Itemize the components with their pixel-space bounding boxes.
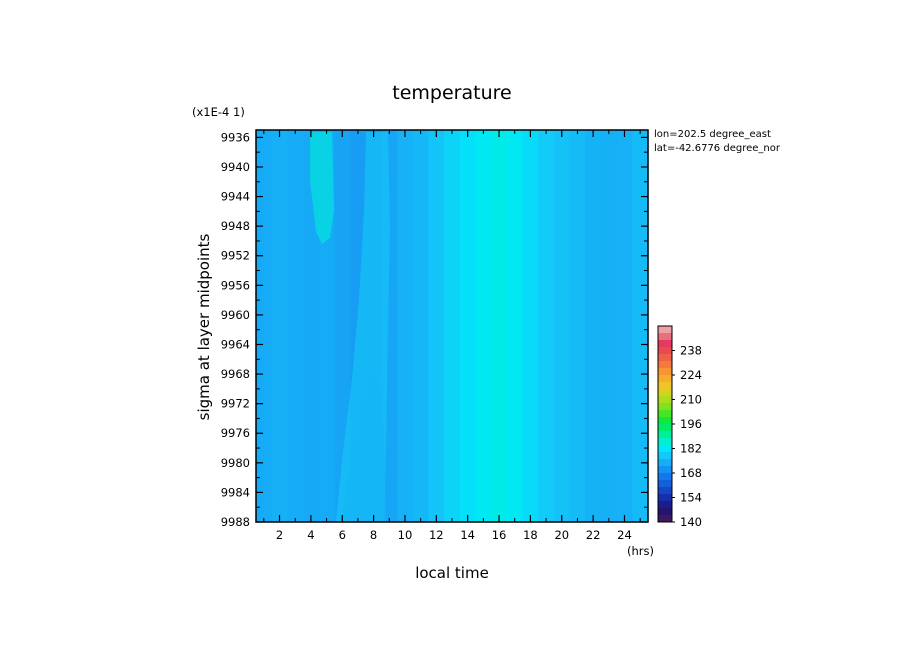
x-tick-label: 2 — [276, 528, 283, 542]
heatmap-column — [491, 130, 508, 522]
y-axis-label: sigma at layer midpoints — [195, 233, 213, 420]
heatmap-column — [632, 130, 649, 522]
colorbar-swatch — [658, 473, 672, 480]
x-tick-label: 10 — [398, 528, 413, 542]
y-tick-label: 9976 — [221, 426, 250, 440]
x-tick-label: 12 — [429, 528, 444, 542]
y-tick-label: 9964 — [221, 337, 250, 351]
y-tick-label: 9988 — [221, 515, 250, 529]
colorbar-swatch — [658, 445, 672, 452]
x-tick-label: 4 — [307, 528, 314, 542]
colorbar-tick-label: 140 — [680, 515, 702, 529]
colorbar: 140 154 168 182 196 210 224 238 — [657, 325, 702, 529]
colorbar-swatch — [658, 487, 672, 494]
contour-features — [310, 132, 390, 521]
y-tick-label: 9972 — [221, 397, 250, 411]
heatmap-column — [412, 130, 430, 522]
cold-lobe-region — [342, 367, 386, 521]
y-axis-ticks: 9936 9940 9944 9948 9952 9956 9960 9964 9968 9972… — [221, 130, 648, 529]
y-tick-label: 9944 — [221, 190, 250, 204]
heatmap-column — [616, 130, 633, 522]
y-tick-label: 9968 — [221, 367, 250, 381]
colorbar-swatch — [658, 326, 672, 333]
x-axis-ticks: 2 4 6 8 10 12 14 16 18 20 22 24 — [263, 130, 641, 542]
x-tick-label: 6 — [339, 528, 346, 542]
x-tick-label: 22 — [586, 528, 601, 542]
y-tick-label: 9956 — [221, 278, 250, 292]
latitude-annotation: lat=-42.6776 degree_north — [654, 143, 780, 154]
colorbar-tick-label: 238 — [680, 344, 702, 358]
colorbar-swatch — [658, 501, 672, 508]
colorbar-swatch — [658, 494, 672, 501]
location-annotation: lon=202.5 degree_east lat=-42.6776 degre… — [654, 128, 780, 158]
heatmap-column — [459, 130, 477, 522]
x-tick-label: 16 — [492, 528, 507, 542]
colorbar-swatch — [658, 466, 672, 473]
colorbar-swatch — [658, 389, 672, 396]
longitude-annotation: lon=202.5 degree_east — [654, 129, 771, 140]
colorbar-swatch — [658, 396, 672, 403]
x-tick-label: 8 — [370, 528, 377, 542]
colorbar-swatch — [658, 333, 672, 340]
colorbar-swatch — [658, 508, 672, 515]
heatmap-column — [303, 130, 320, 522]
y-tick-label: 9940 — [221, 160, 250, 174]
warm-pocket-region — [310, 132, 334, 244]
x-tick-label: 20 — [554, 528, 569, 542]
heatmap-column — [553, 130, 571, 522]
heatmap-column — [538, 130, 555, 522]
y-scale-note: (x1E-4 1) — [192, 105, 245, 119]
colorbar-tick-label: 196 — [680, 417, 702, 431]
colorbar-swatch — [658, 403, 672, 410]
colorbar-swatch — [658, 438, 672, 445]
x-tick-label: 24 — [617, 528, 632, 542]
colorbar-swatch — [658, 354, 672, 361]
heatmap-column — [287, 130, 304, 522]
heatmap-column — [506, 130, 524, 522]
y-tick-label: 9980 — [221, 456, 250, 470]
heatmap-column — [271, 130, 288, 522]
colorbar-swatch — [658, 459, 672, 466]
chart-title: temperature — [392, 82, 511, 104]
y-tick-label: 9936 — [221, 130, 250, 144]
colorbar-swatch — [658, 480, 672, 487]
colorbar-swatch — [658, 375, 672, 382]
x-tick-label: 14 — [460, 528, 475, 542]
x-axis-label: local time — [415, 564, 489, 582]
colorbar-tick-label: 154 — [680, 491, 702, 505]
colorbar-swatch — [658, 340, 672, 347]
heatmap-column — [444, 130, 461, 522]
colorbar-swatch — [658, 515, 672, 522]
colorbar-tick-label: 182 — [680, 442, 702, 456]
colorbar-tick-label: 168 — [680, 466, 702, 480]
y-tick-label: 9960 — [221, 308, 250, 322]
colorbar-swatch — [658, 410, 672, 417]
colorbar-swatch — [658, 417, 672, 424]
x-unit-label: (hrs) — [627, 544, 654, 558]
colorbar-tick-label: 224 — [680, 368, 702, 382]
colorbar-swatch — [658, 431, 672, 438]
y-tick-label: 9984 — [221, 485, 250, 499]
heatmap-column — [600, 130, 618, 522]
x-tick-label: 18 — [523, 528, 538, 542]
colorbar-swatch — [658, 361, 672, 368]
heatmap-column — [397, 130, 414, 522]
colorbar-swatch — [658, 382, 672, 389]
colorbar-tick-label: 210 — [680, 393, 702, 407]
y-tick-label: 9948 — [221, 219, 250, 233]
colorbar-swatch — [658, 368, 672, 375]
heatmap-column — [428, 130, 445, 522]
heatmap-column — [475, 130, 492, 522]
colorbar-swatch — [658, 424, 672, 431]
heatmap-column — [569, 130, 586, 522]
colorbar-swatch — [658, 347, 672, 354]
colorbar-swatch — [658, 452, 672, 459]
y-tick-label: 9952 — [221, 249, 250, 263]
heatmap-column — [585, 130, 602, 522]
heatmap-column — [256, 130, 273, 522]
heatmap-column — [522, 130, 539, 522]
